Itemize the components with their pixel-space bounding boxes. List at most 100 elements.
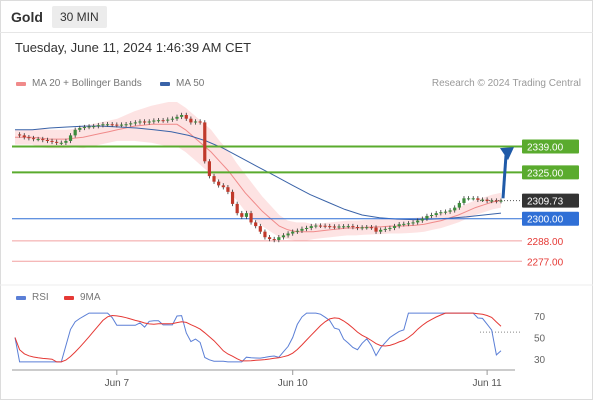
header: Gold 30 MIN — [0, 0, 593, 33]
candle-body — [193, 121, 198, 123]
candle-body — [129, 123, 133, 125]
candle-body — [87, 126, 91, 128]
candle-body — [45, 140, 49, 141]
candle-body — [476, 198, 480, 200]
ma50-line — [15, 125, 502, 221]
x-tick-label-1: Jun 10 — [278, 378, 308, 389]
candle-body — [226, 187, 230, 192]
candle-body — [198, 121, 202, 123]
candle-body — [439, 212, 443, 214]
level-label-3: 2300.00 — [527, 215, 564, 226]
candle-body — [59, 142, 63, 144]
candle-body — [244, 213, 249, 217]
candle-body — [50, 140, 54, 142]
legend-rsi-swatch — [16, 295, 26, 300]
level-label-0: 2339.00 — [527, 142, 564, 153]
level-label-2: 2309.73 — [527, 197, 564, 208]
candle-body — [119, 124, 124, 126]
legend-rsi: RSI — [16, 292, 49, 303]
candle-body — [332, 226, 336, 228]
candle-body — [434, 213, 438, 215]
candle-body — [425, 215, 429, 219]
forecast-arrow-head — [500, 147, 514, 161]
candle-body — [235, 203, 239, 214]
candle-body — [170, 118, 174, 120]
candle-body — [175, 116, 179, 119]
candle-body — [374, 227, 378, 232]
candle-body — [383, 228, 387, 230]
candle-body — [217, 181, 221, 186]
candle-body — [462, 198, 466, 203]
candle-body — [346, 226, 350, 228]
legend-9ma-label: 9MA — [80, 292, 101, 303]
x-tick-label-2: Jun 11 — [472, 378, 502, 389]
candle-body — [411, 222, 415, 224]
candle-body — [230, 191, 235, 204]
candle-body — [402, 223, 406, 225]
candle-body — [305, 227, 309, 229]
rsi-tick-label-2: 30 — [534, 355, 546, 366]
legend-ma50-swatch — [160, 81, 170, 86]
candle-body — [337, 226, 341, 228]
candle-body — [110, 124, 114, 126]
legend-ma50: MA 50 — [160, 78, 204, 89]
candle-body — [166, 119, 170, 121]
candle-body — [161, 120, 165, 122]
candle-body — [286, 233, 290, 236]
candle-body — [78, 127, 82, 130]
candle-body — [73, 129, 77, 136]
candle-body — [115, 124, 119, 126]
candle-body — [240, 213, 244, 217]
candle-body — [180, 115, 184, 117]
candle-body — [277, 237, 281, 240]
timeframe-chip[interactable]: 30 MIN — [52, 6, 107, 28]
candle-body — [36, 139, 40, 141]
candle-body — [480, 199, 485, 201]
forecast-arrow-shaft — [501, 155, 508, 199]
candle-body — [92, 126, 96, 128]
candle-body — [355, 227, 360, 229]
candle-body — [471, 198, 475, 200]
candle-body — [133, 122, 137, 124]
candle-body — [314, 225, 318, 227]
x-tick-label-0: Jun 7 — [105, 378, 130, 389]
level-label-1: 2325.00 — [527, 168, 564, 179]
candle-body — [388, 227, 392, 229]
header-divider — [0, 32, 593, 33]
candle-body — [263, 231, 267, 238]
candle-body — [406, 223, 411, 225]
candle-body — [31, 138, 36, 140]
candle-body — [323, 225, 327, 227]
candle-body — [82, 127, 87, 129]
candle-body — [467, 198, 471, 200]
candle-body — [365, 227, 369, 229]
candle-body — [457, 202, 461, 208]
candle-body — [342, 226, 346, 228]
candle-body — [101, 124, 105, 126]
candle-body — [379, 229, 383, 232]
candle-body — [309, 226, 313, 228]
candle-body — [453, 207, 457, 211]
candle-body — [272, 239, 276, 241]
candle-body — [184, 115, 188, 119]
candle-body — [300, 228, 304, 231]
ma20-line — [15, 123, 502, 233]
rsi-9ma-line — [14, 312, 502, 363]
candle-body — [22, 135, 26, 138]
candle-body — [490, 200, 494, 202]
legend-ma20: MA 20 + Bollinger Bands — [16, 78, 142, 89]
candle-body — [369, 227, 373, 229]
candle-body — [55, 141, 59, 143]
candle-body — [27, 137, 31, 139]
rsi-tick-label-1: 50 — [534, 334, 546, 345]
level-label-5: 2277.00 — [527, 257, 564, 268]
level-tag-2 — [522, 193, 579, 208]
bollinger-band — [15, 102, 501, 241]
level-tag-3 — [522, 211, 579, 226]
candle-body — [485, 199, 489, 201]
candle-body — [207, 161, 211, 177]
candle-body — [281, 235, 286, 238]
candle-body — [156, 120, 161, 122]
candle-body — [360, 227, 364, 229]
rsi-tick-label-0: 70 — [534, 312, 546, 323]
